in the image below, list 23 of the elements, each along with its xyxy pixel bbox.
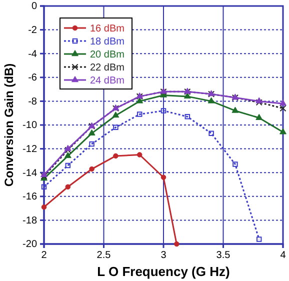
y-tick-label: -10 [22, 120, 38, 132]
y-axis-title: Conversion Gain (dB) [2, 63, 16, 187]
x-tick-label: 3.5 [216, 250, 231, 262]
y-tick-label: -16 [22, 192, 38, 203]
y-tick-label: -6 [28, 72, 38, 84]
legend-label: 24 dBm [90, 76, 124, 86]
x-tick-label: 4 [280, 250, 286, 262]
y-tick-label: -18 [22, 215, 38, 226]
legend-label: 22 dBm [90, 62, 124, 74]
legend-label: 20 dBm [90, 50, 124, 60]
x-tick-label: 2 [41, 250, 48, 262]
legend-label: 16 dBm [90, 24, 124, 34]
y-tick-label: -14 [22, 168, 38, 179]
y-tick-label: -12 [22, 144, 38, 155]
y-tick-label: 0 [31, 1, 38, 12]
legend-label: 18 dBm [90, 36, 124, 48]
y-tick-label: -2 [28, 25, 38, 36]
x-tick-label: 3 [160, 250, 167, 262]
y-tick-label: -4 [28, 48, 38, 60]
x-axis-title: L O Frequency (G Hz) [97, 264, 230, 279]
y-tick-label: -8 [28, 96, 38, 108]
x-tick-label: 2.5 [96, 250, 112, 262]
y-tick-label: -20 [22, 239, 38, 250]
